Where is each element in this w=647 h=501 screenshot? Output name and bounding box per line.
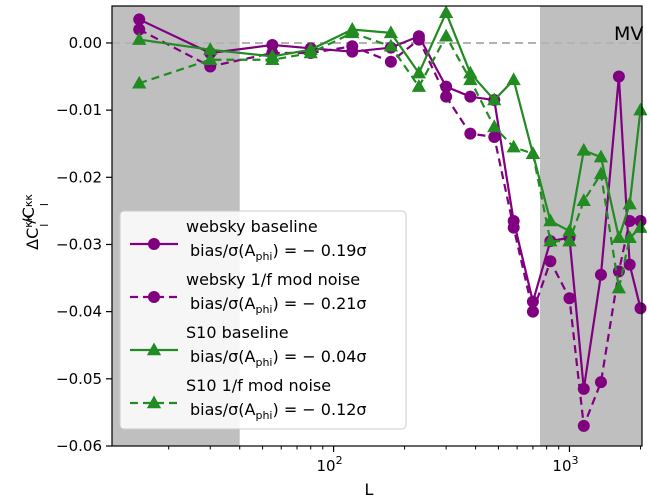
legend-label: websky 1/f mod noise bbox=[186, 270, 360, 289]
data-point bbox=[148, 238, 160, 250]
data-point bbox=[440, 90, 453, 103]
data-point bbox=[506, 72, 521, 86]
data-point bbox=[634, 302, 647, 315]
data-point bbox=[623, 258, 636, 271]
x-axis-label: L bbox=[365, 480, 374, 499]
legend-bias-label: bias/σ(Aphi) = − 0.19σ bbox=[190, 241, 367, 263]
data-point bbox=[576, 193, 591, 207]
data-point bbox=[525, 146, 541, 160]
data-point bbox=[203, 52, 218, 65]
data-point bbox=[133, 13, 146, 26]
data-point bbox=[463, 72, 478, 86]
series-layer bbox=[132, 5, 647, 432]
data-point bbox=[412, 33, 425, 46]
data-point bbox=[438, 5, 454, 18]
data-point bbox=[132, 32, 147, 45]
data-point bbox=[543, 233, 558, 247]
data-point bbox=[562, 233, 577, 247]
y-tick-label: −0.02 bbox=[56, 168, 102, 186]
data-point bbox=[383, 25, 399, 39]
y-tick-label: −0.04 bbox=[56, 303, 102, 321]
data-point bbox=[303, 45, 318, 59]
y-tick-label: −0.03 bbox=[56, 235, 102, 253]
y-tick-label: −0.05 bbox=[56, 370, 102, 388]
legend-label: S10 1/f mod noise bbox=[186, 376, 331, 395]
legend-bias-label: bias/σ(Aphi) = − 0.21σ bbox=[190, 294, 367, 316]
data-point bbox=[611, 280, 627, 294]
legend-entry: websky 1/f mod noise bias/σ(Aphi) = − 0.2… bbox=[130, 270, 367, 316]
data-point bbox=[506, 139, 521, 153]
data-point bbox=[383, 38, 399, 52]
data-point bbox=[146, 342, 162, 356]
x-tick-label: 102 bbox=[317, 454, 343, 475]
data-point bbox=[148, 291, 160, 303]
data-point bbox=[622, 230, 637, 244]
data-point bbox=[623, 214, 636, 227]
data-point bbox=[464, 127, 477, 140]
legend-label: websky baseline bbox=[186, 217, 318, 236]
data-point bbox=[633, 220, 647, 233]
y-axis-label: ΔCκκ l/Cκκ l bbox=[19, 194, 51, 250]
data-point bbox=[487, 119, 502, 133]
data-point bbox=[265, 52, 280, 65]
data-point bbox=[526, 305, 539, 318]
data-point bbox=[438, 28, 454, 42]
legend-entry: S10 1/f mod noise bias/σ(Aphi) = − 0.12σ bbox=[130, 376, 367, 422]
data-point bbox=[411, 79, 427, 92]
data-point bbox=[593, 149, 609, 163]
x-tick-label: 103 bbox=[552, 454, 578, 475]
data-point bbox=[594, 376, 607, 389]
legend-entry: S10 baseline bias/σ(Aphi) = − 0.04σ bbox=[130, 323, 367, 369]
data-point bbox=[593, 166, 609, 180]
data-point bbox=[488, 130, 501, 143]
plot-frame bbox=[111, 5, 643, 447]
data-point bbox=[622, 196, 637, 210]
data-point bbox=[487, 92, 502, 106]
data-point bbox=[345, 25, 360, 39]
data-point bbox=[146, 395, 162, 409]
legend-label: S10 baseline bbox=[186, 323, 289, 342]
data-point bbox=[384, 55, 397, 68]
data-point bbox=[633, 102, 647, 116]
series-4 bbox=[132, 25, 647, 294]
data-point bbox=[563, 292, 576, 305]
y-tick-label: −0.06 bbox=[56, 437, 102, 455]
axis-ticks: 0.00 −0.01 −0.02 −0.03 −0.04 −0.05 −0.06 102 103 bbox=[56, 34, 641, 475]
data-point bbox=[203, 42, 218, 55]
data-point bbox=[464, 90, 477, 103]
y-tick-label: 0.00 bbox=[69, 34, 102, 52]
data-point bbox=[411, 65, 427, 79]
data-point bbox=[612, 70, 625, 83]
legend-entry: websky baseline bias/σ(Aphi) = − 0.19σ bbox=[130, 217, 367, 263]
data-point bbox=[576, 142, 591, 156]
data-point bbox=[611, 230, 627, 244]
data-point bbox=[577, 419, 590, 432]
data-point bbox=[346, 40, 359, 53]
y-tick-label: −0.01 bbox=[56, 101, 102, 119]
legend-bias-label: bias/σ(Aphi) = − 0.12σ bbox=[190, 400, 367, 422]
data-point bbox=[577, 382, 590, 395]
data-point bbox=[463, 65, 478, 79]
legend-box bbox=[119, 210, 407, 430]
legend-bias-label: bias/σ(Aphi) = − 0.04σ bbox=[190, 347, 367, 369]
data-point bbox=[132, 75, 147, 89]
data-point bbox=[133, 23, 146, 36]
data-point bbox=[594, 268, 607, 281]
data-point bbox=[507, 221, 520, 234]
corner-label: MV bbox=[614, 23, 643, 45]
data-point bbox=[544, 255, 557, 268]
